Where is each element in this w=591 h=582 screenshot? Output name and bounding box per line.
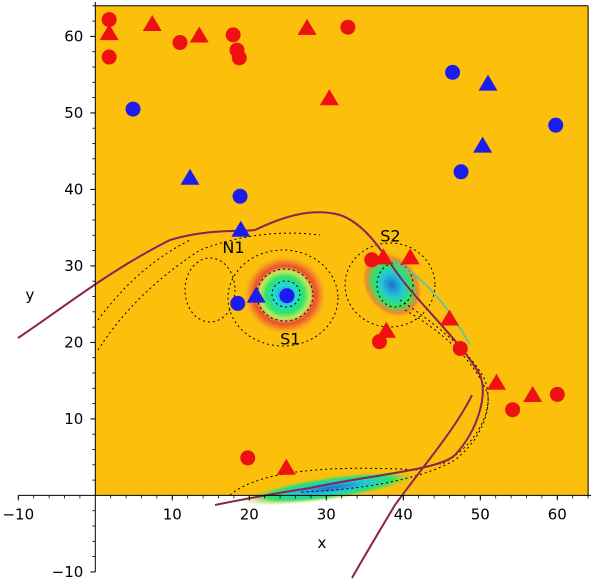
y-tick-label: 30 — [64, 257, 83, 275]
x-tick-label: 10 — [163, 505, 182, 523]
contour-s1-outer — [227, 249, 339, 347]
data-point-triangle — [486, 373, 506, 390]
data-point-circle — [172, 35, 188, 51]
annotations: N1 S1 S2 — [222, 226, 400, 348]
data-point-triangle — [473, 136, 493, 153]
data-point-triangle — [523, 386, 543, 403]
annotation-label: N1 — [222, 238, 244, 257]
y-axis-label: y — [26, 286, 35, 304]
vortex-bottom — [240, 470, 420, 506]
data-point-triangle — [376, 321, 396, 338]
data-point-triangle — [180, 168, 200, 185]
data-point-circle — [232, 188, 248, 204]
x-tick-label: 60 — [548, 505, 567, 523]
ticks: −10 10 20 30 40 50 60 −10 10 20 30 40 50 60 — [2, 5, 589, 581]
x-tick-label: 40 — [394, 505, 413, 523]
x-tick-label: −10 — [2, 505, 34, 523]
y-tick-label: −10 — [52, 563, 84, 581]
contour-lines — [97, 232, 489, 496]
data-point-circle — [549, 386, 565, 402]
data-point-circle — [225, 27, 241, 43]
contour-s2-outer — [344, 242, 436, 328]
data-point-triangle — [400, 248, 420, 265]
data-point-circle — [101, 49, 117, 65]
data-point-circle — [230, 295, 246, 311]
contour-n1 — [184, 257, 236, 323]
data-point-triangle — [440, 309, 459, 326]
data-point-triangle — [142, 15, 162, 32]
data-point-circle — [452, 341, 468, 357]
data-point-triangle — [478, 74, 498, 91]
data-point-triangle — [231, 220, 251, 237]
annotation-label: S1 — [280, 330, 300, 349]
data-point-circle — [505, 402, 521, 418]
data-point-circle — [279, 288, 295, 304]
y-tick-label: 60 — [64, 27, 83, 45]
data-point-circle — [240, 450, 256, 466]
annotation-label: S2 — [380, 226, 400, 245]
data-point-circle — [101, 12, 117, 28]
data-points — [99, 12, 565, 475]
data-point-triangle — [276, 458, 296, 475]
data-point-circle — [125, 101, 141, 117]
y-tick-label: 10 — [64, 410, 83, 428]
data-point-circle — [231, 50, 247, 66]
separatrix-cyan — [394, 261, 471, 346]
contour-bottom — [229, 467, 421, 496]
data-point-circle — [548, 117, 564, 133]
contour-spiral-right-2 — [404, 309, 489, 466]
trajectory-tail — [351, 394, 473, 579]
x-tick-label: 50 — [471, 505, 490, 523]
contour-spiral-right — [299, 299, 489, 493]
y-tick-label: 40 — [64, 180, 83, 198]
contour-s1-inner — [256, 268, 314, 322]
x-tick-label: 30 — [317, 505, 336, 523]
y-tick-label: 50 — [64, 104, 83, 122]
data-point-triangle — [246, 286, 266, 303]
plot-background — [95, 5, 589, 496]
trajectory-curve — [17, 211, 484, 506]
data-point-circle — [371, 334, 387, 350]
y-tick-label: 20 — [64, 333, 83, 351]
vortex-s2 — [361, 251, 423, 319]
x-axis-label: x — [318, 534, 327, 552]
data-point-triangle — [373, 248, 393, 265]
contour-s2-inner — [376, 262, 414, 308]
data-point-circle — [453, 164, 469, 180]
data-point-triangle — [99, 24, 119, 41]
data-point-triangle — [189, 26, 209, 43]
data-point-circle — [445, 64, 461, 80]
data-point-triangle — [319, 89, 339, 106]
data-point-triangle — [297, 18, 317, 35]
data-point-circle — [340, 19, 356, 35]
x-tick-label: 20 — [240, 505, 259, 523]
contour-s1-core — [271, 280, 301, 308]
